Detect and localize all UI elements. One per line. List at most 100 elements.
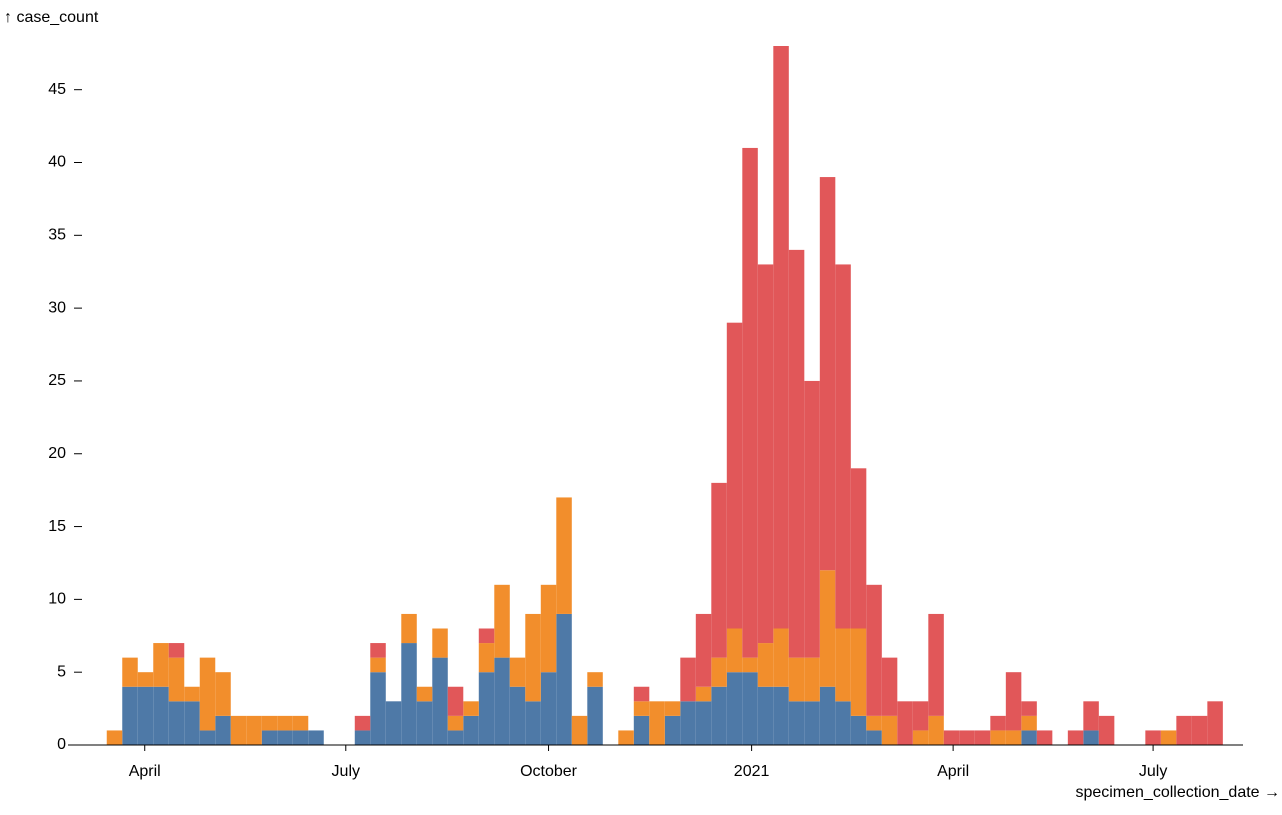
y-tick-label: 25 bbox=[48, 372, 66, 389]
bar bbox=[881, 715, 898, 745]
bar bbox=[416, 686, 433, 702]
bar bbox=[1176, 715, 1192, 745]
bar bbox=[540, 584, 557, 673]
bar bbox=[633, 715, 650, 745]
bar bbox=[664, 701, 681, 716]
bar bbox=[928, 613, 944, 716]
bar bbox=[1191, 715, 1208, 745]
bar bbox=[354, 715, 371, 731]
bar bbox=[804, 657, 820, 702]
bar bbox=[401, 613, 417, 644]
bar bbox=[866, 584, 882, 716]
bar bbox=[261, 715, 278, 731]
bar bbox=[928, 715, 944, 745]
bar bbox=[835, 264, 851, 629]
y-axis-label: ↑ case_count bbox=[4, 9, 99, 26]
x-tick-label: July bbox=[1139, 763, 1167, 780]
bar bbox=[1036, 730, 1053, 745]
bar bbox=[509, 686, 526, 745]
bar bbox=[494, 657, 510, 745]
x-tick-label: April bbox=[937, 763, 969, 780]
x-tick-label: 2021 bbox=[734, 763, 770, 780]
bar bbox=[168, 701, 185, 745]
bar bbox=[184, 686, 200, 702]
bar bbox=[556, 497, 572, 614]
y-tick-label: 0 bbox=[57, 736, 66, 753]
bar bbox=[757, 686, 774, 745]
bar bbox=[912, 730, 929, 745]
bar bbox=[122, 686, 138, 745]
bar bbox=[354, 730, 371, 745]
y-tick-label: 10 bbox=[48, 591, 66, 608]
bar bbox=[308, 730, 324, 745]
bar bbox=[230, 715, 247, 745]
bar bbox=[664, 715, 681, 745]
bar bbox=[153, 643, 169, 687]
bar bbox=[912, 701, 929, 731]
bar bbox=[819, 686, 836, 745]
bar bbox=[153, 686, 169, 745]
bar bbox=[137, 686, 154, 745]
bar bbox=[432, 657, 448, 745]
bar bbox=[788, 657, 805, 702]
bar bbox=[742, 657, 758, 673]
bar bbox=[773, 46, 789, 629]
bar bbox=[1083, 730, 1099, 745]
bar bbox=[881, 657, 898, 716]
bar bbox=[742, 147, 758, 658]
bar bbox=[1005, 730, 1022, 745]
bar bbox=[261, 730, 278, 745]
bar bbox=[184, 701, 200, 745]
y-tick-label: 40 bbox=[48, 154, 66, 171]
bar bbox=[804, 380, 820, 658]
bar bbox=[416, 701, 433, 745]
bar bbox=[1207, 701, 1223, 745]
bar bbox=[1021, 701, 1037, 716]
bar bbox=[850, 715, 867, 745]
bar bbox=[618, 730, 634, 745]
bar bbox=[199, 730, 216, 745]
bar bbox=[447, 715, 464, 731]
bar bbox=[819, 177, 836, 571]
y-tick-label: 15 bbox=[48, 518, 66, 535]
bar bbox=[866, 730, 882, 745]
x-tick-label: April bbox=[129, 763, 161, 780]
bar bbox=[463, 715, 479, 745]
bar bbox=[1021, 715, 1037, 731]
bar bbox=[959, 730, 975, 745]
bar bbox=[525, 701, 541, 745]
bar bbox=[370, 657, 386, 673]
bar bbox=[246, 715, 262, 745]
y-tick-label: 5 bbox=[57, 663, 66, 680]
bar bbox=[726, 322, 743, 629]
bar bbox=[1021, 730, 1037, 745]
bar bbox=[587, 686, 603, 745]
bar bbox=[463, 701, 479, 716]
x-axis-label: specimen_collection_date → bbox=[1075, 784, 1280, 801]
bar bbox=[695, 701, 712, 745]
bar bbox=[432, 628, 448, 658]
bar bbox=[1067, 730, 1084, 745]
bar bbox=[757, 643, 774, 687]
bar bbox=[990, 730, 1006, 745]
bar bbox=[587, 672, 603, 687]
bar bbox=[757, 264, 774, 644]
bar bbox=[277, 730, 293, 745]
bar bbox=[540, 672, 557, 745]
bar bbox=[726, 628, 743, 673]
bar bbox=[711, 482, 727, 658]
y-tick-label: 20 bbox=[48, 445, 66, 462]
bar bbox=[773, 686, 789, 745]
y-tick-label: 30 bbox=[48, 299, 66, 316]
bar bbox=[974, 730, 991, 745]
bar bbox=[711, 657, 727, 687]
bar bbox=[168, 657, 185, 702]
bar bbox=[215, 715, 231, 745]
bar bbox=[137, 672, 154, 687]
bar bbox=[695, 613, 712, 687]
bar bbox=[773, 628, 789, 687]
bar bbox=[804, 701, 820, 745]
bar bbox=[122, 657, 138, 687]
bar bbox=[385, 701, 402, 745]
bar bbox=[509, 657, 526, 687]
